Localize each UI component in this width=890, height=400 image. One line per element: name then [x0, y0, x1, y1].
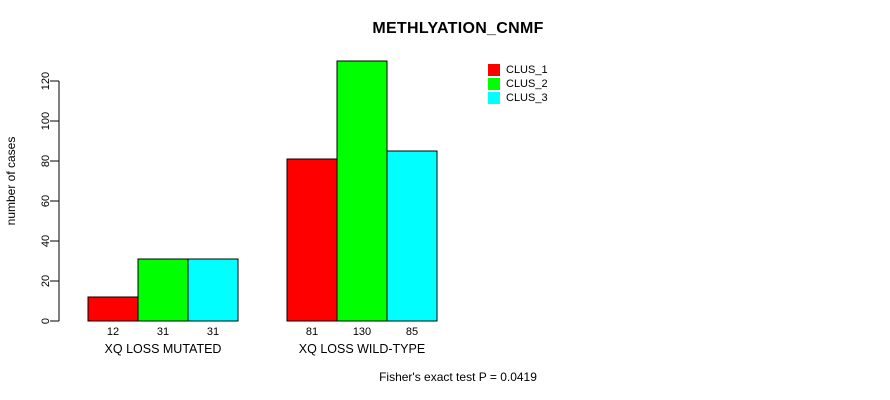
y-tick-label: 0: [40, 318, 52, 324]
bar-clus_1-group1: [87, 296, 139, 322]
bar-clus_3-group2: [386, 150, 438, 322]
bar-value-label: 81: [306, 326, 318, 338]
y-tick-label: 100: [40, 112, 52, 130]
bar-value-label: 31: [207, 326, 219, 338]
bar-value-label: 31: [157, 326, 169, 338]
bar-value-label: 12: [107, 326, 119, 338]
legend-item: CLUS_1: [488, 63, 548, 77]
y-tick-label: 20: [40, 275, 52, 287]
category-label: XQ LOSS WILD-TYPE: [299, 342, 425, 356]
bar-clus_2-group1: [137, 258, 189, 322]
chart-title: METHLYATION_CNMF: [372, 20, 544, 37]
legend-swatch-icon: [488, 78, 500, 90]
y-tick-label: 120: [40, 72, 52, 90]
category-label: XQ LOSS MUTATED: [105, 342, 222, 356]
y-tick-label: 40: [40, 235, 52, 247]
legend-label: CLUS_1: [506, 64, 548, 76]
subtitle-note: Fisher's exact test P = 0.0419: [379, 370, 537, 384]
legend-item: CLUS_2: [488, 77, 548, 91]
legend-label: CLUS_2: [506, 78, 548, 90]
legend-swatch-icon: [488, 92, 500, 104]
y-tick-label: 60: [40, 195, 52, 207]
bar-clus_1-group2: [286, 158, 338, 322]
bar-clus_2-group2: [336, 60, 388, 322]
legend-label: CLUS_3: [506, 92, 548, 104]
legend-item: CLUS_3: [488, 91, 548, 105]
bar-value-label: 85: [406, 326, 418, 338]
bar-value-label: 130: [353, 326, 371, 338]
bar-clus_3-group1: [187, 258, 239, 322]
y-tick-label: 80: [40, 155, 52, 167]
y-axis-label: number of cases: [4, 137, 18, 226]
legend: CLUS_1 CLUS_2 CLUS_3: [488, 63, 548, 105]
legend-swatch-icon: [488, 64, 500, 76]
